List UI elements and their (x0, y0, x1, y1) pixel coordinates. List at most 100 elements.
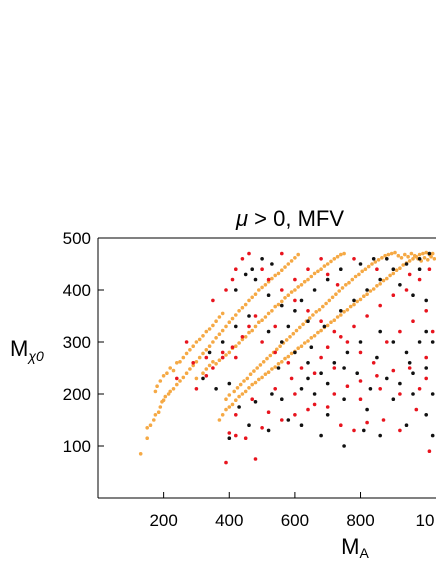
red-point (424, 376, 429, 381)
black-point (312, 288, 317, 292)
black-point (371, 257, 376, 261)
orange-point (283, 265, 287, 269)
orange-point (412, 253, 417, 258)
red-point (293, 413, 297, 417)
black-point (227, 436, 232, 441)
orange-point (358, 297, 363, 302)
orange-point (240, 305, 245, 310)
black-point (398, 381, 402, 386)
black-point (378, 433, 383, 438)
orange-point (283, 296, 287, 300)
orange-point (399, 255, 404, 260)
black-point (358, 262, 363, 266)
orange-point (296, 252, 301, 257)
orange-point (335, 254, 340, 259)
orange-point (242, 379, 246, 383)
black-point (260, 257, 264, 261)
orange-point (214, 336, 218, 340)
red-point (319, 257, 323, 261)
black-point (325, 277, 330, 282)
orange-point (201, 371, 205, 376)
black-point (270, 392, 274, 396)
red-point (266, 277, 271, 282)
x-axis-label: MA (341, 534, 369, 561)
orange-point (240, 392, 245, 396)
orange-point (302, 341, 307, 345)
red-point (411, 319, 415, 324)
orange-point (184, 371, 189, 376)
orange-point (298, 325, 302, 330)
orange-point (204, 329, 209, 334)
red-point (427, 267, 432, 272)
orange-point (306, 339, 310, 343)
black-point (342, 444, 346, 448)
orange-point (158, 405, 163, 409)
orange-point (276, 302, 281, 307)
orange-point (224, 324, 228, 329)
black-point (345, 350, 350, 355)
orange-point (296, 346, 301, 351)
orange-point (237, 309, 241, 313)
red-point (280, 251, 284, 256)
black-point (424, 366, 429, 370)
black-point (411, 371, 415, 376)
red-point (266, 410, 271, 415)
black-point (365, 288, 369, 292)
orange-point (383, 253, 387, 258)
title-rest: > 0, MFV (248, 206, 344, 231)
orange-point (148, 423, 153, 428)
orange-point (360, 269, 365, 274)
black-point (391, 340, 396, 344)
orange-point (334, 292, 338, 297)
orange-point (311, 313, 315, 317)
orange-point (243, 302, 248, 307)
x-axis-label-main: M (341, 534, 359, 559)
black-point (378, 329, 383, 334)
red-point (335, 283, 340, 287)
orange-point (406, 254, 410, 259)
red-point (312, 371, 317, 376)
orange-point (276, 362, 281, 366)
orange-point (270, 367, 274, 371)
orange-point (394, 268, 399, 273)
orange-point (163, 394, 168, 399)
black-point (266, 329, 271, 334)
red-point (224, 288, 228, 292)
red-point (319, 319, 323, 324)
black-point (280, 340, 284, 344)
orange-point (339, 252, 343, 257)
black-point (385, 257, 389, 261)
red-point (306, 267, 310, 272)
black-point (368, 387, 373, 391)
orange-point (158, 379, 163, 383)
orange-point (270, 309, 274, 313)
orange-point (321, 304, 325, 309)
orange-point (260, 285, 264, 290)
orange-point (178, 360, 182, 364)
black-point (306, 376, 310, 381)
orange-point (217, 358, 222, 363)
black-point (270, 262, 274, 266)
orange-point (299, 344, 304, 349)
red-point (247, 251, 251, 256)
orange-point (245, 376, 250, 381)
black-point (325, 413, 330, 417)
black-point (355, 371, 360, 376)
x-tick-label: 10 (416, 511, 435, 530)
orange-point (181, 355, 186, 360)
orange-point (280, 360, 284, 364)
black-point (375, 355, 379, 360)
red-point (194, 387, 199, 391)
red-point (253, 314, 258, 318)
orange-point (217, 418, 222, 422)
orange-point (224, 353, 228, 357)
red-point (184, 340, 189, 344)
orange-point (168, 389, 172, 394)
orange-point (273, 273, 278, 278)
orange-point (371, 287, 376, 291)
black-point (430, 340, 435, 344)
orange-point (250, 295, 254, 300)
orange-point (314, 310, 319, 314)
orange-point (230, 316, 235, 321)
x-axis-label-sub: A (359, 545, 369, 561)
